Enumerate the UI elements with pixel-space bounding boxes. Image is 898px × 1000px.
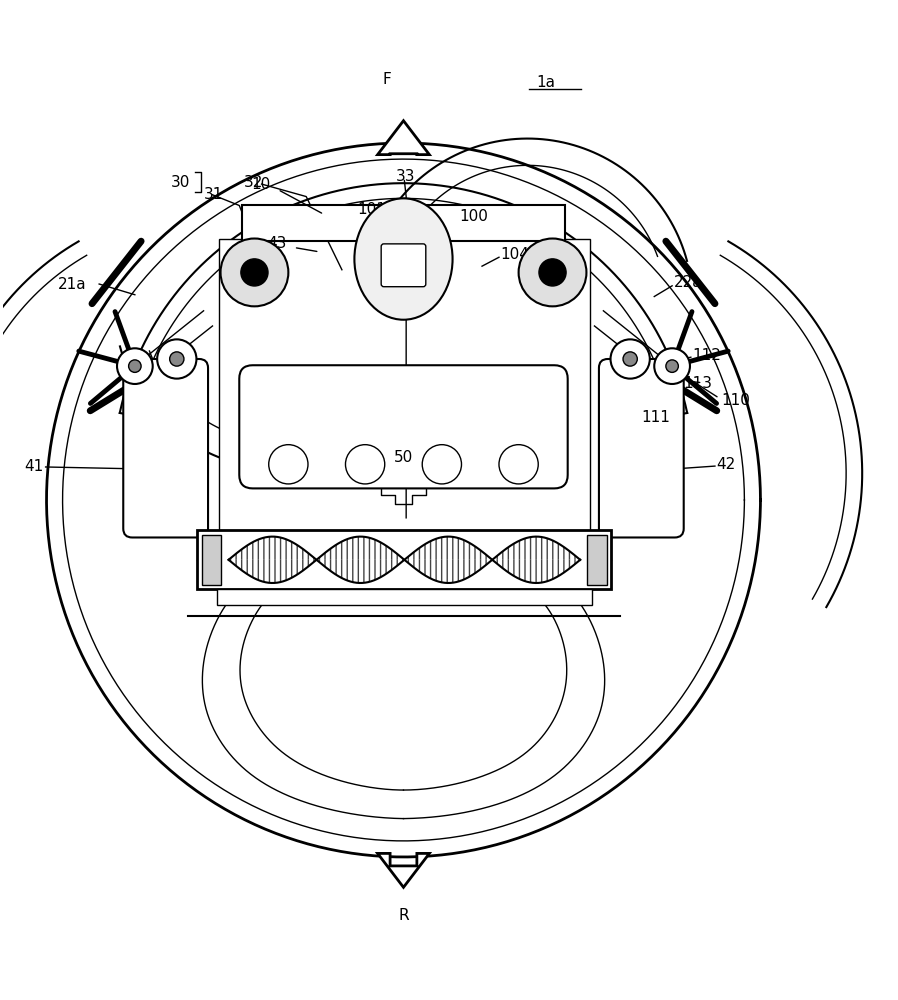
FancyBboxPatch shape <box>242 205 565 241</box>
FancyBboxPatch shape <box>599 359 683 537</box>
Circle shape <box>422 445 462 484</box>
Text: 33: 33 <box>395 169 415 184</box>
FancyBboxPatch shape <box>239 365 568 488</box>
Circle shape <box>241 259 268 286</box>
Circle shape <box>611 339 650 379</box>
Text: 50: 50 <box>394 450 413 465</box>
FancyBboxPatch shape <box>381 244 426 287</box>
Circle shape <box>117 348 153 384</box>
FancyBboxPatch shape <box>123 359 208 537</box>
Text: 22a: 22a <box>674 275 702 290</box>
Circle shape <box>170 352 184 366</box>
Circle shape <box>539 259 566 286</box>
Text: 43: 43 <box>268 236 286 251</box>
Text: 30: 30 <box>171 175 190 190</box>
Text: R: R <box>398 908 409 923</box>
Circle shape <box>519 239 586 306</box>
Circle shape <box>269 445 308 484</box>
Text: 41: 41 <box>24 459 44 474</box>
FancyArrow shape <box>377 121 429 155</box>
Circle shape <box>157 339 197 379</box>
Text: 112: 112 <box>692 348 721 363</box>
Text: 21a: 21a <box>58 277 87 292</box>
Bar <box>587 535 607 585</box>
Circle shape <box>128 360 141 372</box>
Bar <box>198 530 612 589</box>
Ellipse shape <box>355 198 453 320</box>
Bar <box>217 589 592 605</box>
Text: 1a: 1a <box>536 75 556 90</box>
Circle shape <box>655 348 690 384</box>
Text: 110: 110 <box>721 393 750 408</box>
Circle shape <box>221 239 288 306</box>
Text: 31: 31 <box>204 187 223 202</box>
Text: 32: 32 <box>243 175 263 190</box>
Text: 101: 101 <box>357 202 386 217</box>
Circle shape <box>623 352 638 366</box>
Bar <box>219 239 590 554</box>
FancyArrow shape <box>377 853 429 887</box>
Text: F: F <box>383 72 391 87</box>
Circle shape <box>499 445 538 484</box>
Text: 104: 104 <box>501 247 530 262</box>
Circle shape <box>346 445 384 484</box>
Text: 113: 113 <box>683 376 713 391</box>
Text: 111: 111 <box>642 410 671 425</box>
Bar <box>202 535 222 585</box>
Text: 100: 100 <box>460 209 489 224</box>
Circle shape <box>665 360 678 372</box>
Text: 10: 10 <box>251 177 270 192</box>
Text: 42: 42 <box>717 457 736 472</box>
